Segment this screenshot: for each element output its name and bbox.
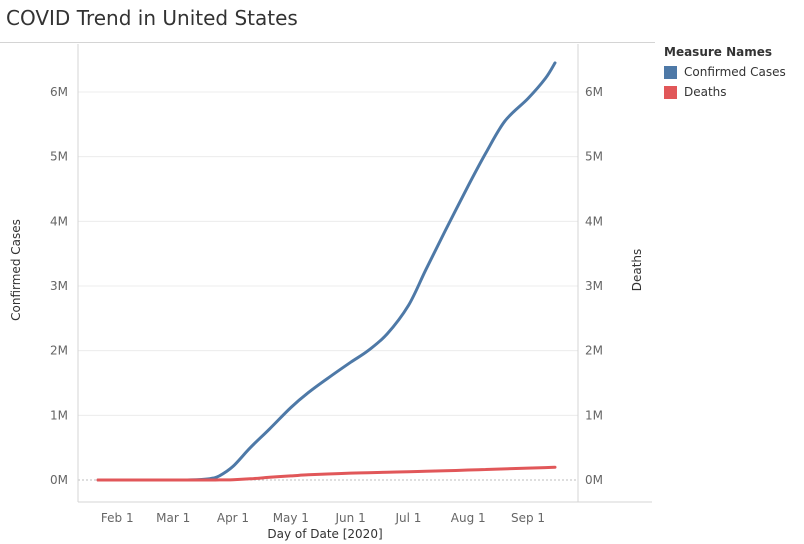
chart-title: COVID Trend in United States [6, 6, 298, 30]
x-tick-label: Jul 1 [394, 511, 421, 525]
x-axis-label: Day of Date [2020] [267, 527, 382, 541]
x-tick-label: Jun 1 [335, 511, 366, 525]
y-tick-label: 1M [50, 408, 68, 422]
legend-swatch-confirmed-cases [664, 65, 677, 79]
y-tick-label: 4M [50, 214, 68, 228]
y-axis-ticks: 0M 1M 2M 3M 4M 5M 6M [50, 85, 68, 487]
gridlines [78, 91, 578, 481]
y-tick-label: 5M [50, 150, 68, 164]
line-chart: 0M 1M 2M 3M 4M 5M 6M 0M 1M 2M 3M 4M 5M 6M Feb 1 Mar 1… [9, 44, 652, 541]
y2-tick-label: 1M [585, 408, 603, 422]
y-axis-label: Confirmed Cases [9, 219, 23, 321]
y2-tick-label: 5M [585, 150, 603, 164]
legend-swatch-deaths [664, 85, 677, 99]
y-tick-label: 0M [50, 473, 68, 487]
series-line-confirmed-cases [96, 61, 557, 482]
legend-label-deaths: Deaths [684, 85, 727, 99]
y2-tick-label: 0M [585, 473, 603, 487]
x-tick-label: Mar 1 [156, 511, 190, 525]
y2-axis-ticks: 0M 1M 2M 3M 4M 5M 6M [585, 85, 603, 487]
title-divider [0, 42, 655, 43]
legend: Measure Names Confirmed Cases Deaths [664, 45, 786, 102]
legend-title: Measure Names [664, 45, 773, 59]
legend-item-deaths[interactable]: Deaths [664, 82, 786, 102]
x-axis-ticks: Feb 1 Mar 1 Apr 1 May 1 Jun 1 Jul 1 Aug 1 Sep 1 [101, 511, 545, 525]
x-tick-label: May 1 [273, 511, 309, 525]
series-line-deaths [96, 465, 557, 482]
x-tick-label: Aug 1 [451, 511, 486, 525]
y2-tick-label: 3M [585, 279, 603, 293]
y2-tick-label: 2M [585, 344, 603, 358]
legend-item-confirmed-cases[interactable]: Confirmed Cases [664, 62, 786, 82]
y-tick-label: 3M [50, 279, 68, 293]
x-tick-label: Feb 1 [101, 511, 134, 525]
legend-label-confirmed-cases: Confirmed Cases [684, 65, 786, 79]
y2-tick-label: 6M [585, 85, 603, 99]
y-tick-label: 2M [50, 344, 68, 358]
x-tick-label: Sep 1 [511, 511, 545, 525]
y-tick-label: 6M [50, 85, 68, 99]
x-tick-label: Apr 1 [217, 511, 249, 525]
y2-tick-label: 4M [585, 214, 603, 228]
y2-axis-label: Deaths [630, 249, 644, 292]
series-lines [96, 61, 557, 482]
